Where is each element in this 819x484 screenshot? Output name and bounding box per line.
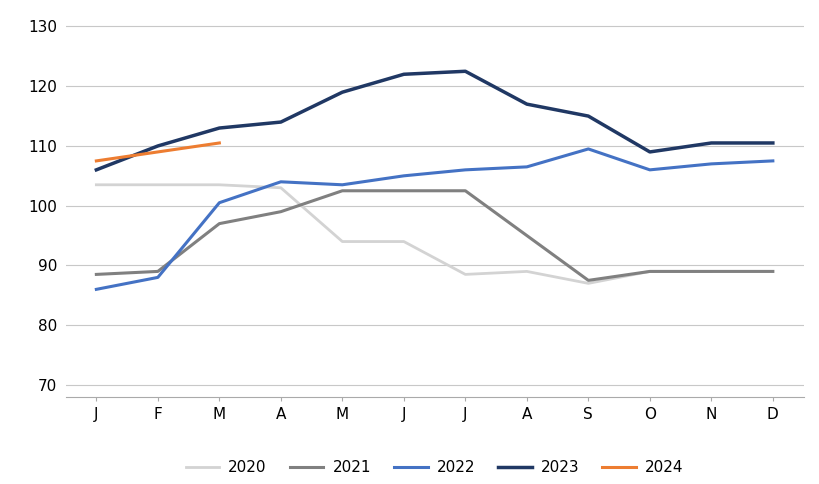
2022	[275, 179, 285, 185]
2020	[398, 239, 408, 244]
2023	[460, 68, 470, 74]
2023	[706, 140, 716, 146]
2021	[337, 188, 347, 194]
Line: 2022: 2022	[97, 149, 771, 289]
2020	[92, 182, 102, 188]
2022	[398, 173, 408, 179]
2023	[215, 125, 224, 131]
2021	[521, 233, 531, 239]
2024	[92, 158, 102, 164]
2023	[275, 119, 285, 125]
2022	[521, 164, 531, 170]
2020	[706, 269, 716, 274]
2020	[644, 269, 654, 274]
2020	[521, 269, 531, 274]
2022	[644, 167, 654, 173]
2021	[583, 277, 593, 283]
Line: 2024: 2024	[97, 143, 219, 161]
2022	[767, 158, 776, 164]
2021	[767, 269, 776, 274]
2020	[337, 239, 347, 244]
Legend: 2020, 2021, 2022, 2023, 2024: 2020, 2021, 2022, 2023, 2024	[179, 454, 689, 482]
2023	[644, 149, 654, 155]
2021	[460, 188, 470, 194]
2020	[275, 185, 285, 191]
2023	[152, 143, 162, 149]
2023	[521, 101, 531, 107]
2022	[583, 146, 593, 152]
Line: 2021: 2021	[97, 191, 771, 280]
2023	[398, 71, 408, 77]
2021	[152, 269, 162, 274]
2020	[215, 182, 224, 188]
2021	[644, 269, 654, 274]
2023	[767, 140, 776, 146]
2020	[460, 272, 470, 277]
2020	[583, 280, 593, 286]
2021	[706, 269, 716, 274]
2023	[337, 89, 347, 95]
2021	[275, 209, 285, 214]
2023	[583, 113, 593, 119]
2022	[460, 167, 470, 173]
2022	[92, 287, 102, 292]
2024	[152, 149, 162, 155]
2022	[337, 182, 347, 188]
2020	[152, 182, 162, 188]
2021	[215, 221, 224, 227]
2021	[92, 272, 102, 277]
2022	[215, 200, 224, 206]
2024	[215, 140, 224, 146]
Line: 2023: 2023	[97, 71, 771, 170]
2023	[92, 167, 102, 173]
Line: 2020: 2020	[97, 185, 711, 283]
2022	[706, 161, 716, 167]
2022	[152, 274, 162, 280]
2021	[398, 188, 408, 194]
